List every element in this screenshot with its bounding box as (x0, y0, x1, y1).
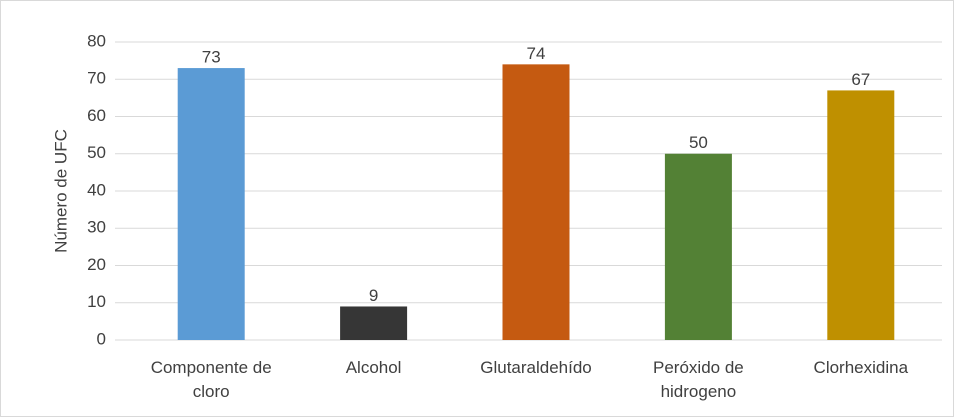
y-tick-label: 60 (87, 106, 106, 125)
value-label: 50 (689, 133, 708, 152)
bar (827, 90, 895, 340)
y-tick-label: 40 (87, 180, 106, 199)
y-tick-label: 70 (87, 69, 106, 88)
bar (502, 64, 570, 340)
x-tick-label: Componente de cloro (150, 358, 272, 401)
y-tick-label: 10 (87, 292, 106, 311)
bar (177, 68, 245, 340)
x-tick-label: Glutaraldehído (480, 358, 592, 377)
x-tick-label: Peróxido de hidrogeno (653, 358, 744, 401)
value-label: 67 (851, 70, 870, 89)
y-tick-label: 30 (87, 218, 106, 237)
y-tick-label: 0 (97, 329, 106, 348)
y-tick-label: 80 (87, 31, 106, 50)
value-label: 9 (369, 286, 378, 305)
value-label: 73 (202, 48, 221, 67)
bar (664, 153, 732, 340)
value-label: 74 (527, 44, 546, 63)
y-axis-title: Número de UFC (51, 129, 70, 253)
x-tick-label: Alcohol (345, 358, 402, 377)
bar (340, 306, 408, 340)
y-tick-label: 20 (87, 255, 106, 274)
y-tick-label: 50 (87, 143, 106, 162)
x-tick-label: Clorhexidina (813, 358, 909, 377)
